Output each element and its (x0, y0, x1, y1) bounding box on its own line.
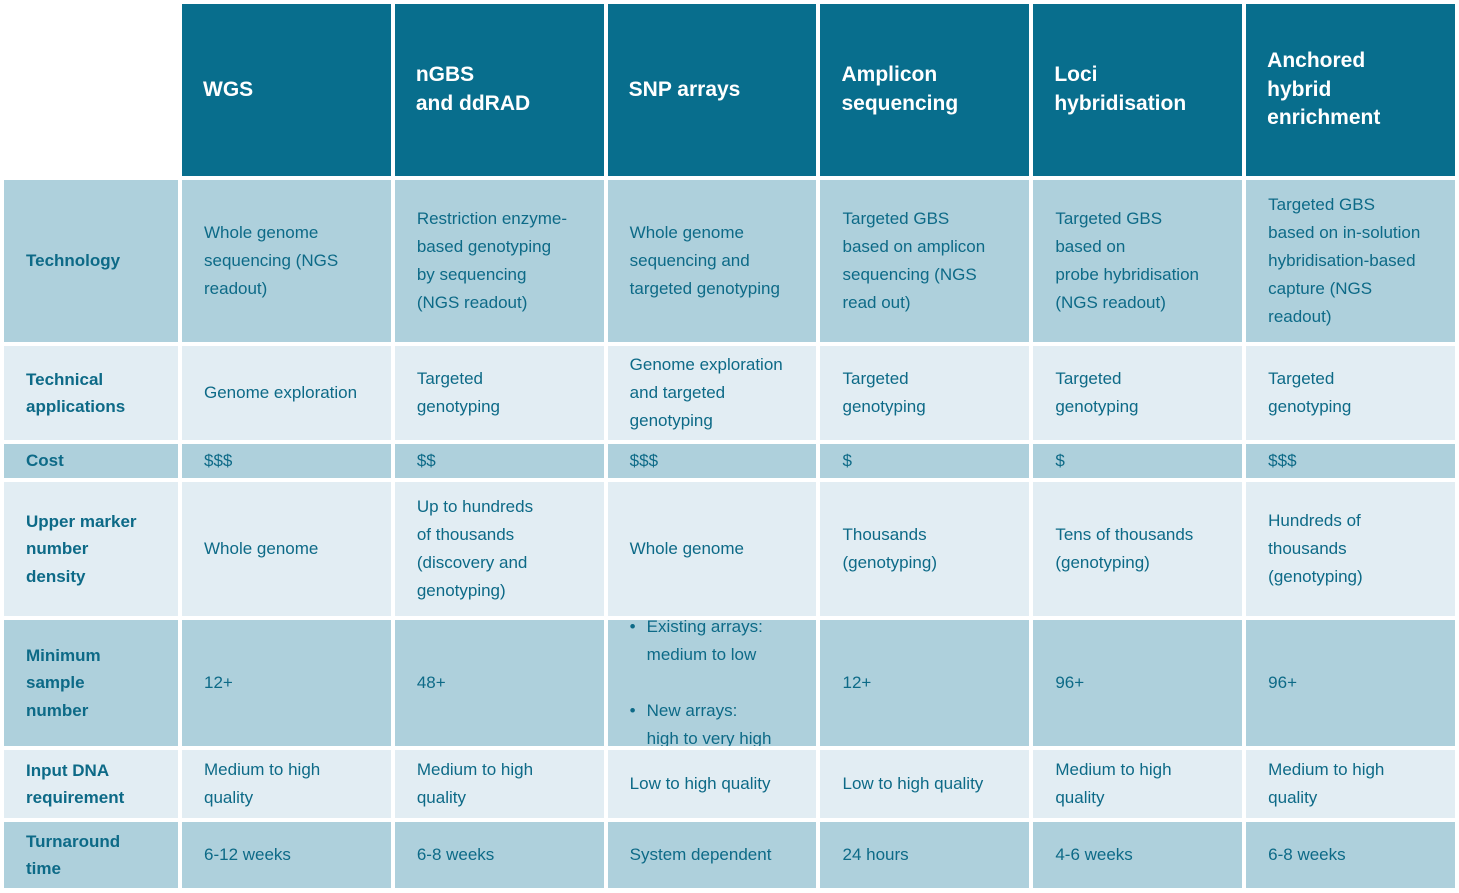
cell-samples-wgs: 12+ (182, 620, 391, 746)
cell-turnaround-snp: System dependent (607, 822, 817, 888)
bullet-existing-arrays: Existing arrays: medium to low (630, 620, 772, 669)
cell-turnaround-loci: 4-6 weeks (1033, 822, 1243, 888)
cell-turnaround-ngbs: 6-8 weeks (394, 822, 604, 888)
cell-applications-wgs: Genome exploration (182, 346, 391, 440)
cell-applications-ngbs: Targeted genotyping (394, 346, 604, 440)
row-label-technical-applications: Technical applications (4, 346, 178, 440)
cell-cost-amplicon: $ (820, 444, 1030, 478)
header-wgs: WGS (182, 4, 391, 176)
sample-number-bullet-list: Existing arrays: medium to low New array… (630, 620, 772, 746)
cell-applications-loci: Targeted genotyping (1033, 346, 1243, 440)
cell-dna-ngbs: Medium to high quality (394, 750, 604, 818)
cell-turnaround-amplicon: 24 hours (820, 822, 1030, 888)
row-label-cost: Cost (4, 444, 178, 478)
cell-samples-amplicon: 12+ (820, 620, 1030, 746)
cell-dna-loci: Medium to high quality (1033, 750, 1243, 818)
row-label-technology: Technology (4, 180, 178, 342)
cell-technology-amplicon: Targeted GBS based on amplicon sequencin… (820, 180, 1030, 342)
cell-cost-ngbs: $$ (394, 444, 604, 478)
cell-applications-anchored: Targeted genotyping (1246, 346, 1455, 440)
bullet-new-arrays: New arrays: high to very high (630, 697, 772, 746)
row-label-input-dna-requirement: Input DNA requirement (4, 750, 178, 818)
cell-turnaround-anchored: 6-8 weeks (1246, 822, 1455, 888)
cell-technology-wgs: Whole genome sequencing (NGS readout) (182, 180, 391, 342)
cell-density-wgs: Whole genome (182, 482, 391, 616)
cell-dna-snp: Low to high quality (607, 750, 817, 818)
cell-turnaround-wgs: 6-12 weeks (182, 822, 391, 888)
row-label-upper-marker-density: Upper marker number density (4, 482, 178, 616)
cell-samples-snp: Existing arrays: medium to low New array… (607, 620, 817, 746)
cell-samples-ngbs: 48+ (394, 620, 604, 746)
cell-dna-amplicon: Low to high quality (820, 750, 1030, 818)
cell-density-ngbs: Up to hundreds of thousands (discovery a… (394, 482, 604, 616)
row-label-minimum-sample-number: Minimum sample number (4, 620, 178, 746)
cell-applications-snp: Genome exploration and targeted genotypi… (607, 346, 817, 440)
cell-cost-snp: $$$ (607, 444, 817, 478)
cell-dna-wgs: Medium to high quality (182, 750, 391, 818)
cell-density-amplicon: Thousands (genotyping) (820, 482, 1030, 616)
cell-density-anchored: Hundreds of thousands (genotyping) (1246, 482, 1455, 616)
header-amplicon-sequencing: Amplicon sequencing (820, 4, 1030, 176)
cell-technology-snp: Whole genome sequencing and targeted gen… (607, 180, 817, 342)
cell-dna-anchored: Medium to high quality (1246, 750, 1455, 818)
cell-technology-anchored: Targeted GBS based on in-solution hybrid… (1246, 180, 1455, 342)
row-label-turnaround-time: Turnaround time (4, 822, 178, 888)
cell-cost-anchored: $$$ (1246, 444, 1455, 478)
header-ngbs-ddrad: nGBS and ddRAD (394, 4, 604, 176)
cell-density-loci: Tens of thousands (genotyping) (1033, 482, 1243, 616)
header-snp-arrays: SNP arrays (607, 4, 817, 176)
cell-technology-ngbs: Restriction enzyme- based genotyping by … (394, 180, 604, 342)
corner-cell (4, 4, 178, 176)
header-anchored-hybrid-enrichment: Anchored hybrid enrichment (1246, 4, 1455, 176)
cell-samples-loci: 96+ (1033, 620, 1243, 746)
cell-cost-loci: $ (1033, 444, 1243, 478)
header-loci-hybridisation: Loci hybridisation (1033, 4, 1243, 176)
cell-density-snp: Whole genome (607, 482, 817, 616)
cell-technology-loci: Targeted GBS based on probe hybridisatio… (1033, 180, 1243, 342)
cell-cost-wgs: $$$ (182, 444, 391, 478)
cell-samples-anchored: 96+ (1246, 620, 1455, 746)
cell-applications-amplicon: Targeted genotyping (820, 346, 1030, 440)
